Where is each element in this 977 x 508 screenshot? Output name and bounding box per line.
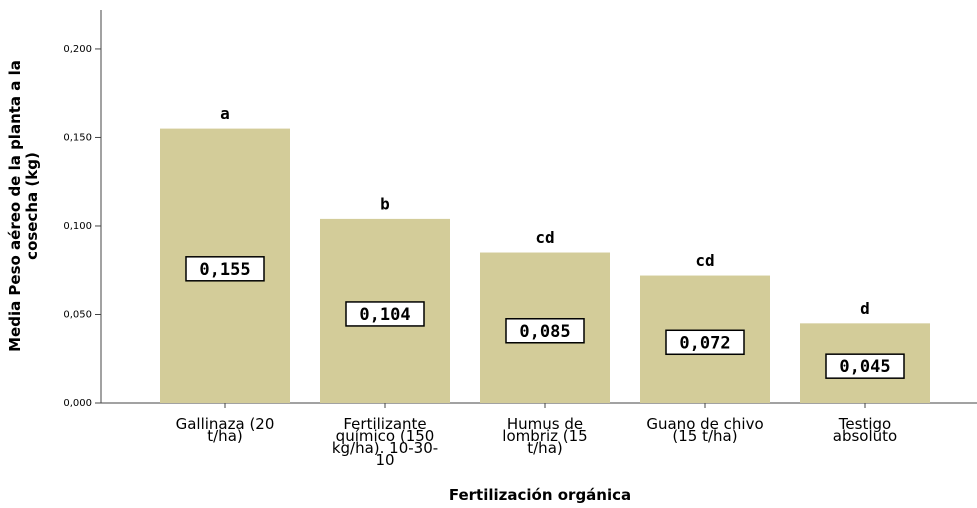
annotation: cd: [695, 251, 714, 270]
value-label-box: [505, 318, 585, 344]
x-tick-label: Humus de lombriz (15 t/ha): [502, 415, 588, 457]
y-tick-label: 0,050: [63, 309, 92, 320]
annotation: b: [380, 194, 390, 213]
value-label-box: [825, 353, 905, 379]
value-label-box: [345, 301, 425, 327]
value-label: 0,085: [519, 322, 570, 342]
x-tick-label: Fertilizante químico (150 kg/ha). 10-30-…: [331, 415, 439, 469]
y-axis-title: Media Peso aéreo de la planta a la cosec…: [6, 60, 41, 352]
y-tick-label: 0,200: [63, 44, 92, 55]
value-label-box: [665, 329, 745, 356]
value-label: 0,104: [359, 305, 410, 325]
x-tick-label: Guano de chivo (15 t/ha): [646, 415, 764, 445]
annotation: a: [220, 104, 230, 123]
annotation: cd: [535, 228, 554, 247]
x-tick-label: Testigo absoluto: [832, 415, 898, 445]
y-tick-label: 0,150: [63, 132, 92, 143]
value-label: 0,155: [199, 260, 250, 280]
x-tick-label: Gallinaza (20 t/ha): [175, 415, 275, 445]
x-axis-title: Fertilización orgánica: [448, 486, 632, 504]
y-tick-label: 0,100: [63, 221, 92, 232]
y-tick-label: 0,000: [63, 398, 92, 409]
value-label: 0,072: [679, 333, 730, 353]
value-label: 0,045: [839, 357, 890, 377]
annotation: d: [860, 299, 870, 318]
value-label-box: [185, 256, 265, 282]
